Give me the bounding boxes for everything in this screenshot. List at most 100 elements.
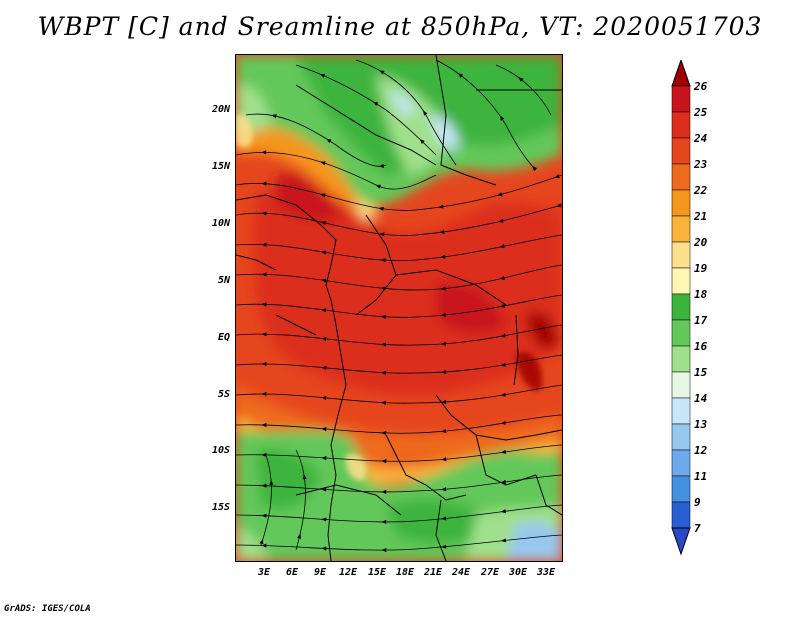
stream-arrow [500, 362, 506, 367]
stream-arrow [261, 422, 267, 428]
stream-arrow [441, 369, 447, 375]
colorbar [671, 60, 691, 556]
stream-arrow [321, 278, 327, 283]
colorbar-label: 20 [694, 236, 708, 249]
stream-arrow [261, 332, 267, 337]
colorbar-segment [671, 345, 691, 373]
stream-arrow [419, 139, 425, 144]
stream-arrow [441, 428, 447, 434]
map-panel [235, 54, 563, 562]
stream-arrow [500, 509, 506, 514]
stream-arrow [381, 430, 387, 436]
lon-label: 15E [367, 567, 387, 578]
stream-arrow [321, 308, 327, 313]
colorbar-label: 9 [694, 496, 701, 509]
stream-arrow [381, 519, 387, 525]
stream-arrow [380, 258, 386, 263]
stream-arrow [441, 544, 447, 549]
colorbar-segment [671, 293, 691, 321]
stream-arrow [320, 220, 326, 226]
stream-arrow [378, 163, 384, 168]
colorbar-segment [671, 267, 691, 295]
stream-arrow [499, 115, 505, 121]
colorbar-segment [671, 85, 691, 113]
stream-arrow [326, 138, 332, 144]
stream-arrow [372, 101, 379, 107]
stream-arrow [321, 426, 327, 432]
stream-arrow [261, 211, 267, 216]
stream-arrow [261, 361, 267, 367]
stream-arrow [261, 513, 267, 518]
stream-arrow [500, 538, 507, 543]
stream-arrow [440, 312, 446, 318]
colorbar-segment [671, 137, 691, 165]
stream-arrow [498, 218, 504, 223]
colorbar-label: 26 [694, 80, 708, 93]
stream-arrow [381, 489, 387, 495]
stream-arrow [497, 192, 503, 197]
colorbar-segment [671, 163, 691, 191]
stream-arrow [440, 254, 446, 259]
stream-arrow [438, 204, 444, 209]
stream-arrow [375, 184, 381, 189]
chart-title: WBPT [C] and Sreamline at 850hPa, VT: 20… [37, 12, 763, 41]
colorbar-label: 24 [694, 132, 708, 145]
lat-label: 10S [211, 445, 230, 456]
colorbar-label: 17 [694, 314, 708, 327]
stream-arrow [321, 336, 327, 341]
stream-arrow [321, 395, 327, 400]
colorbar-segment [671, 189, 691, 217]
lat-label: 15S [211, 502, 230, 513]
lon-label: 18E [395, 567, 415, 578]
stream-arrow [500, 479, 506, 484]
stream-arrow [554, 174, 560, 178]
stream-arrow [441, 516, 447, 521]
lon-label: 9E [313, 567, 327, 578]
stream-arrow [261, 483, 267, 488]
stream-arrow [261, 302, 267, 307]
lat-label: 20N [211, 104, 230, 115]
lat-label: 10N [211, 218, 230, 229]
lon-label: 12E [338, 567, 358, 578]
colorbar-label: 15 [694, 366, 708, 379]
stream-arrow [440, 341, 447, 346]
colorbar-label: 25 [694, 106, 708, 119]
colorbar-segment [671, 215, 691, 243]
colorbar-label: 12 [694, 444, 708, 457]
credit-text: GrADS: IGES/COLA [4, 604, 91, 614]
stream-arrow [381, 459, 387, 464]
stream-arrow [380, 314, 386, 319]
stream-arrow [259, 538, 264, 545]
lat-label: 15N [211, 161, 230, 172]
lat-label: 5S [217, 389, 230, 400]
stream-arrow [500, 392, 506, 397]
colorbar-label: 14 [694, 392, 708, 405]
stream-arrow [261, 272, 267, 277]
stream-arrow [380, 286, 386, 291]
colorbar-bottom-arrow [671, 527, 691, 556]
stream-arrow [499, 275, 505, 280]
stream-arrow [556, 203, 562, 208]
stream-arrow [532, 165, 538, 171]
colorbar-label: 22 [694, 184, 708, 197]
stream-arrow [441, 487, 447, 492]
stream-arrow [379, 70, 385, 75]
stream-arrow [319, 73, 326, 78]
stream-arrow [321, 487, 327, 492]
stream-arrow [381, 400, 387, 405]
stream-arrow [439, 229, 445, 234]
lon-label: 27E [480, 567, 500, 578]
lon-label: 30E [508, 567, 528, 578]
stream-arrow [321, 365, 327, 370]
stream-arrow [271, 114, 277, 119]
stream-arrow [261, 543, 267, 548]
stream-arrow [441, 399, 447, 405]
stream-arrow [320, 193, 326, 198]
stream-arrow [261, 242, 267, 247]
colorbar-segment [671, 449, 691, 477]
colorbar-segment [671, 371, 691, 399]
stream-arrow [500, 333, 506, 338]
stream-arrow [269, 479, 274, 485]
stream-arrow [321, 517, 327, 522]
lon-label: 6E [285, 567, 299, 578]
